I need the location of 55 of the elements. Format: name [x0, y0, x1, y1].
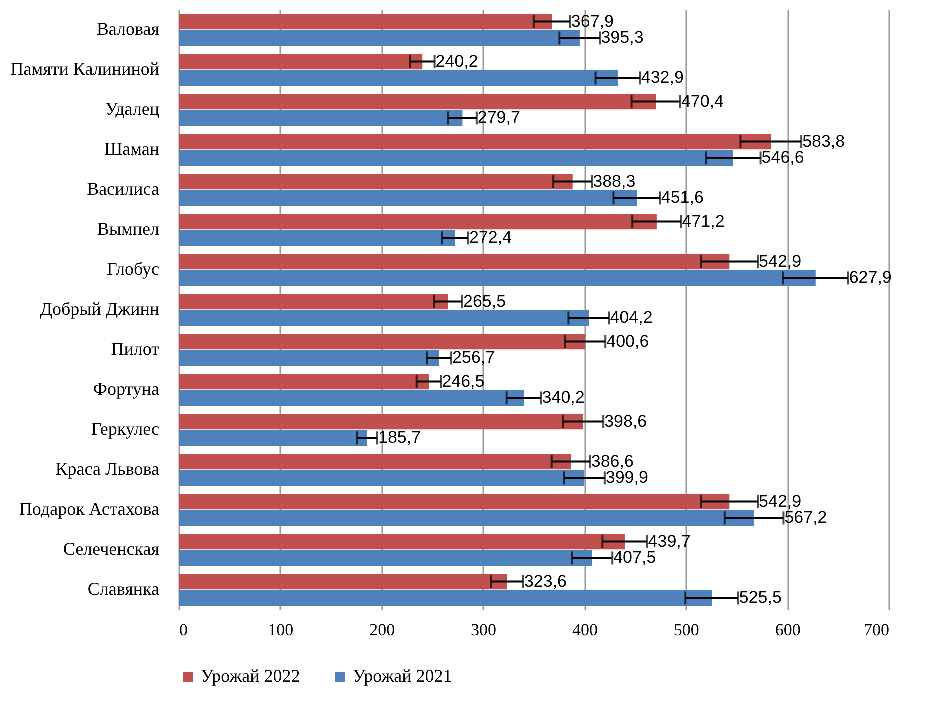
data-label: 272,4: [469, 228, 512, 248]
data-label: 404,2: [610, 308, 653, 328]
legend-label: Урожай 2021: [353, 666, 452, 686]
data-label: 279,7: [478, 108, 520, 128]
data-label: 542,9: [759, 252, 802, 271]
data-label: 407,5: [614, 548, 656, 568]
y-tick-label: Селеченская: [63, 539, 160, 559]
data-label: 395,3: [601, 28, 644, 48]
data-label: 386,6: [591, 452, 634, 471]
data-label: 185,7: [378, 428, 422, 448]
data-label: 470,4: [681, 92, 724, 111]
y-tick-label: Краса Львова: [56, 459, 160, 479]
y-tick-label: Валовая: [96, 19, 160, 39]
data-label: 400,6: [606, 332, 650, 351]
y-tick-label: Василиса: [87, 179, 160, 199]
x-tick-label: 500: [674, 620, 700, 640]
data-label: 246,5: [442, 372, 485, 391]
data-label: 256,7: [452, 348, 496, 368]
y-tick-label: Добрый Джинн: [40, 299, 160, 319]
y-tick-label: Геркулес: [91, 419, 160, 439]
x-tick-label: 200: [370, 620, 396, 640]
data-label: 451,6: [661, 188, 704, 208]
data-label: 340,2: [542, 388, 585, 408]
x-tick-label: 300: [471, 620, 497, 640]
data-label: 388,3: [593, 172, 636, 191]
y-tick-label: Славянка: [88, 579, 160, 599]
data-label: 398,6: [604, 412, 648, 431]
data-label: 367,9: [571, 12, 614, 31]
y-tick-label: Вымпел: [97, 219, 160, 239]
y-tick-label: Глобус: [107, 259, 160, 279]
data-label: 432,9: [641, 68, 684, 88]
data-label: 567,2: [784, 508, 828, 528]
y-tick-label: Памяти Калининой: [10, 59, 160, 79]
legend-label: Урожай 2022: [201, 666, 300, 686]
y-tick-label: Удалец: [105, 99, 160, 119]
x-tick-label: 600: [775, 620, 801, 640]
y-tick-label: Подарок Астахова: [19, 499, 160, 519]
data-label: 240,2: [436, 52, 478, 71]
data-label: 323,6: [524, 572, 567, 591]
data-label: 546,6: [762, 148, 804, 168]
data-label: 399,9: [606, 468, 648, 488]
y-tick-label: Фортуна: [93, 379, 160, 399]
x-tick-label: 100: [268, 620, 294, 640]
data-label: 471,2: [682, 212, 725, 231]
x-tick-label: 400: [572, 620, 598, 640]
x-tick-label: 0: [180, 620, 188, 640]
y-tick-label: Шаман: [104, 139, 160, 159]
data-label: 627,9: [849, 268, 892, 288]
data-label: 525,5: [739, 588, 782, 608]
x-tick-label: 700: [864, 620, 890, 640]
data-label: 542,9: [759, 492, 802, 511]
data-label: 439,7: [648, 532, 691, 551]
data-label: 265,5: [463, 292, 506, 311]
data-label: 583,8: [802, 132, 846, 151]
y-tick-label: Пилот: [111, 339, 160, 359]
